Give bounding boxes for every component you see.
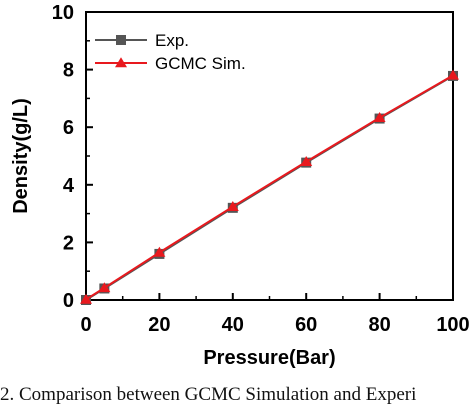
data-point — [447, 69, 459, 80]
x-tick-label: 80 — [368, 314, 390, 336]
legend-item: GCMC Sim. — [95, 54, 246, 73]
y-tick-label: 2 — [63, 232, 74, 254]
series-line — [85, 75, 454, 301]
data-point — [153, 246, 166, 257]
x-tick-label: 0 — [80, 314, 91, 336]
chart-legend: Exp. GCMC Sim. — [95, 31, 246, 73]
data-point — [80, 293, 92, 304]
x-tick-label: 40 — [222, 314, 244, 336]
legend-marker — [115, 57, 127, 68]
data-point — [373, 111, 386, 122]
plot-frame — [85, 11, 454, 301]
chart-ticks: 0 20 40 60 80 100 0 2 4 6 8 10 — [52, 2, 470, 336]
x-tick-label: 20 — [148, 314, 170, 336]
data-point — [98, 282, 111, 293]
legend-marker — [116, 35, 126, 45]
data-point — [226, 200, 239, 211]
legend-label: GCMC Sim. — [155, 54, 246, 73]
y-tick-label: 4 — [63, 175, 75, 197]
y-tick-label: 0 — [63, 290, 74, 312]
chart-axes — [85, 11, 454, 301]
data-point — [300, 156, 313, 167]
y-axis-label: Density(g/L) — [10, 98, 32, 214]
series-2 — [80, 69, 459, 304]
y-tick-label: 10 — [52, 2, 74, 24]
legend-label: Exp. — [155, 31, 189, 50]
chart-series — [80, 69, 459, 305]
x-tick-label: 100 — [436, 314, 469, 336]
y-tick-label: 6 — [63, 117, 74, 139]
y-tick-label: 8 — [63, 60, 74, 82]
x-axis-label: Pressure(Bar) — [203, 347, 335, 369]
legend-item: Exp. — [95, 31, 189, 50]
x-tick-label: 60 — [295, 314, 317, 336]
figure-caption: 2. Comparison between GCMC Simulation an… — [0, 384, 417, 405]
